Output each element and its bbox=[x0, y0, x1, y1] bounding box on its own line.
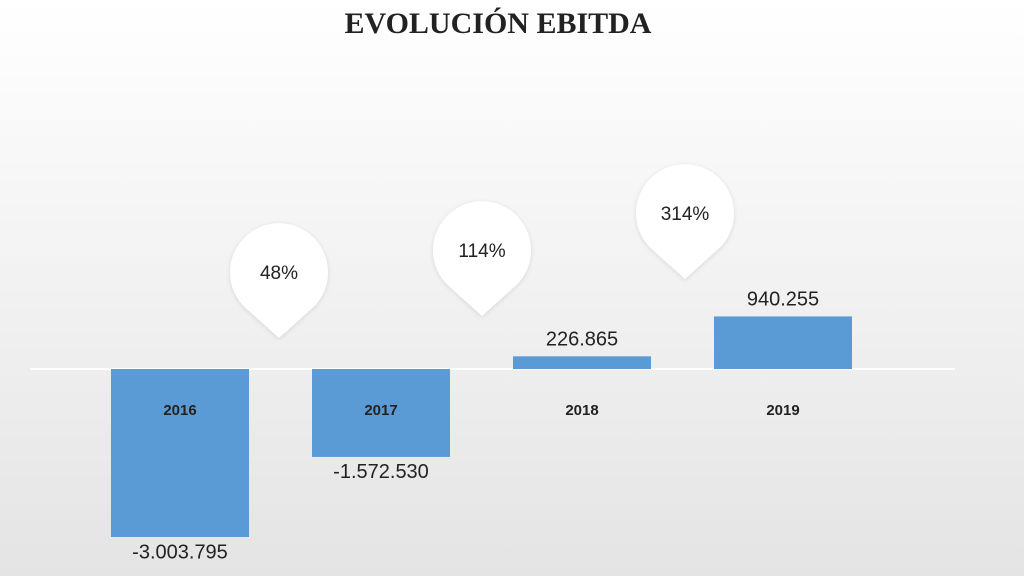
bar bbox=[513, 356, 651, 369]
growth-bubble bbox=[636, 164, 734, 279]
x-tick-label: 2019 bbox=[766, 402, 799, 419]
data-label: -1.572.530 bbox=[333, 461, 429, 483]
data-label: 226.865 bbox=[546, 329, 618, 351]
growth-bubble bbox=[433, 201, 531, 316]
growth-label: 48% bbox=[260, 263, 298, 284]
x-tick-label: 2016 bbox=[163, 402, 196, 419]
chart-title: EVOLUCIÓN EBITDA bbox=[345, 7, 652, 40]
bar bbox=[714, 316, 852, 369]
bar bbox=[111, 369, 249, 537]
growth-bubble bbox=[229, 223, 328, 338]
bar bbox=[312, 369, 450, 457]
x-tick-label: 2018 bbox=[565, 402, 598, 419]
growth-label: 114% bbox=[458, 241, 505, 262]
data-label: 940.255 bbox=[747, 289, 819, 311]
x-tick-label: 2017 bbox=[364, 402, 397, 419]
data-label: -3.003.795 bbox=[132, 541, 228, 563]
growth-label: 314% bbox=[661, 204, 710, 225]
